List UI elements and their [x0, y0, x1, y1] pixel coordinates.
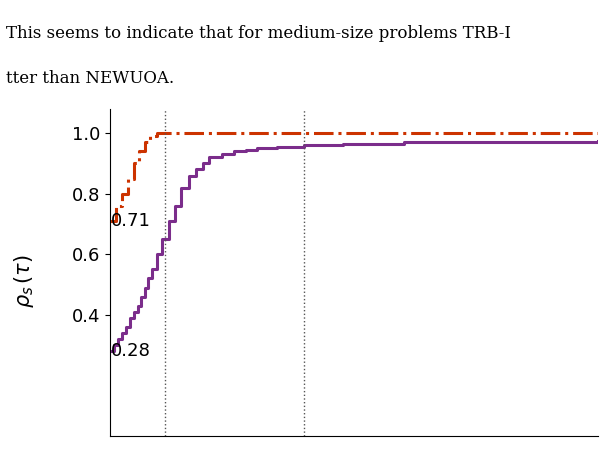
- Text: $\rho_s\,(\tau)$: $\rho_s\,(\tau)$: [12, 255, 37, 308]
- Text: 0.28: 0.28: [110, 342, 150, 360]
- Text: 0.71: 0.71: [110, 212, 150, 230]
- Text: tter than NEWUOA.: tter than NEWUOA.: [6, 70, 174, 87]
- Text: This seems to indicate that for medium-size problems TRB-I: This seems to indicate that for medium-s…: [6, 25, 511, 42]
